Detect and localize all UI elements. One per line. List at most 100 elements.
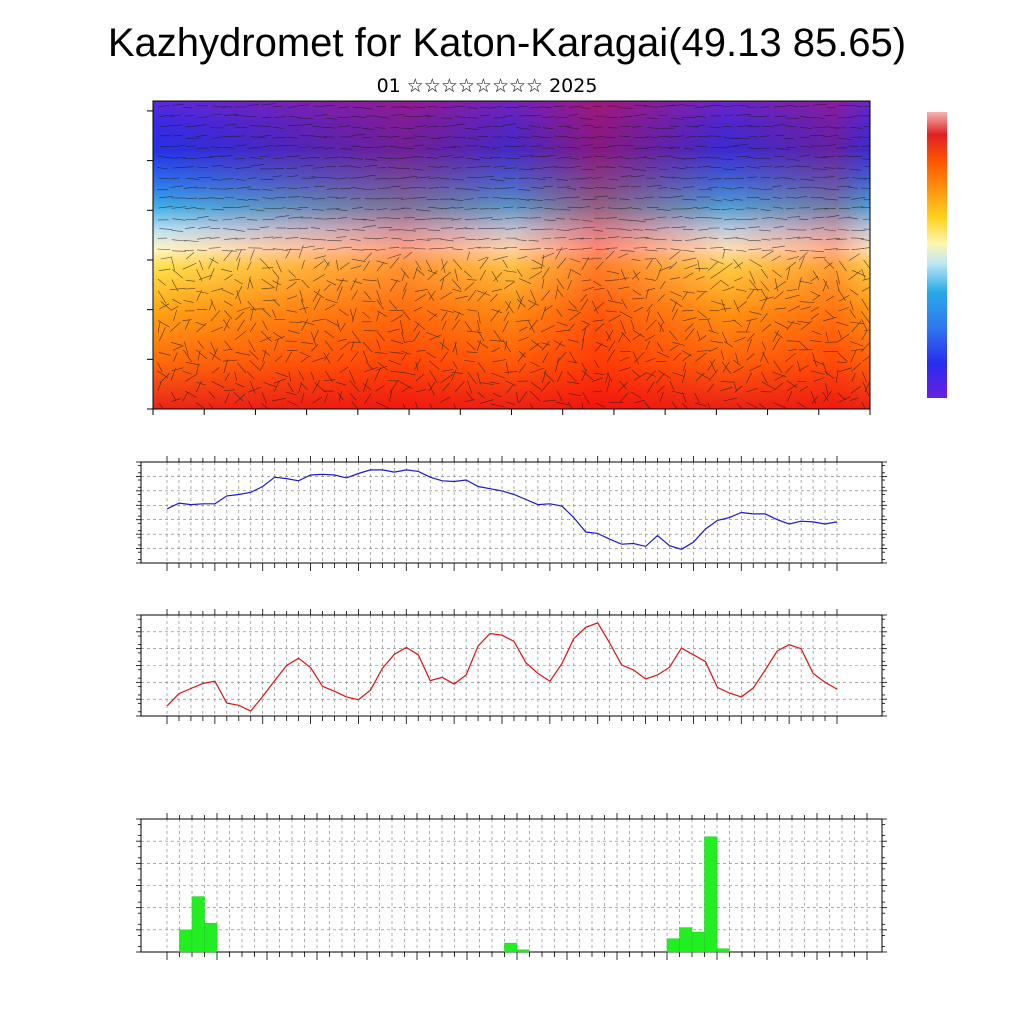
- wind-barb: [619, 356, 630, 362]
- wind-barb: [477, 329, 485, 342]
- wind-barb: [211, 179, 222, 181]
- wind-barb: [672, 390, 684, 395]
- wind-barb: [556, 208, 571, 211]
- wind-barb: [263, 145, 274, 147]
- wind-barb: [631, 297, 645, 300]
- wind-barb: [541, 254, 545, 270]
- wind-barb: [733, 366, 745, 373]
- precip-panel: [136, 813, 887, 960]
- wind-barb: [760, 351, 765, 363]
- wind-barb: [237, 319, 245, 332]
- wind-barb: [375, 177, 390, 180]
- colorbar-gradient: [927, 112, 947, 398]
- wind-barb: [208, 391, 216, 399]
- wind-barb: [272, 105, 283, 108]
- wind-barb: [222, 250, 237, 252]
- wind-barb: [250, 125, 261, 127]
- wind-barb: [812, 360, 825, 366]
- wind-barb: [748, 187, 762, 190]
- wind-barb: [774, 217, 788, 220]
- wind-barb: [479, 382, 494, 385]
- wind-barb: [733, 259, 742, 269]
- wind-barb: [604, 279, 620, 282]
- wind-barb: [247, 276, 251, 290]
- wind-barb: [529, 217, 542, 219]
- wind-barb: [721, 208, 734, 210]
- wind-barb: [775, 134, 785, 137]
- wind-barb: [351, 401, 359, 409]
- wind-barb: [428, 313, 438, 321]
- wind-barb: [568, 237, 584, 240]
- wind-barb: [272, 236, 283, 239]
- wind-barb: [157, 155, 173, 159]
- wind-barb: [672, 352, 682, 361]
- wind-barb: [787, 390, 793, 402]
- wind-barb: [863, 259, 870, 270]
- wind-barb: [851, 320, 862, 333]
- temp-panel: [136, 609, 887, 724]
- wind-barb: [517, 295, 524, 310]
- wind-barb: [468, 137, 479, 140]
- wind-barb: [351, 249, 364, 251]
- chart-title: Kazhydromet for Katon-Karagai(49.13 85.6…: [108, 21, 906, 65]
- wind-barb: [362, 341, 373, 352]
- wind-barb: [721, 187, 734, 190]
- wind-barb: [234, 393, 246, 404]
- wind-barb: [746, 338, 752, 352]
- wind-barb: [555, 341, 563, 351]
- wind-barb: [223, 124, 237, 126]
- wind-barb: [223, 319, 230, 329]
- wind-barb: [171, 258, 175, 271]
- wind-barb: [196, 309, 208, 311]
- wind-barb: [620, 320, 626, 334]
- wind-barb: [159, 125, 174, 127]
- wind-barb: [493, 272, 503, 282]
- wind-barb: [709, 126, 721, 128]
- wind-barb: [236, 186, 251, 189]
- wind-barb: [298, 104, 309, 106]
- wind-barb: [235, 382, 245, 388]
- wind-barb: [660, 146, 675, 149]
- wind-barb: [749, 311, 762, 315]
- wind-barb: [172, 124, 182, 127]
- wind-barb: [861, 239, 870, 241]
- wind-barb: [375, 145, 388, 148]
- wind-barb: [556, 390, 563, 402]
- wind-barb: [582, 198, 598, 201]
- wind-barb: [391, 237, 402, 240]
- wind-barb: [351, 290, 358, 301]
- wind-barb: [415, 114, 430, 118]
- wind-barb: [172, 167, 184, 169]
- wind-barb: [327, 240, 342, 242]
- wind-barb: [377, 361, 389, 371]
- wind-barb: [262, 320, 268, 331]
- wind-barb: [746, 388, 758, 393]
- wind-barb: [797, 237, 812, 239]
- wind-barb: [401, 106, 414, 109]
- wind-barb: [518, 363, 527, 373]
- wind-barb: [721, 299, 727, 313]
- wind-barb: [159, 303, 170, 310]
- wind-barb: [835, 369, 839, 383]
- wind-barb: [502, 339, 511, 353]
- wind-barb: [786, 228, 797, 231]
- wind-barb: [530, 361, 540, 367]
- wind-barb: [196, 380, 202, 393]
- wind-barb: [477, 391, 485, 399]
- wind-barb: [823, 316, 837, 322]
- wind-barb: [568, 393, 581, 397]
- wind-barb: [749, 270, 756, 285]
- wind-barb: [682, 291, 695, 294]
- wind-barb: [543, 371, 555, 383]
- wind-barb: [723, 228, 736, 230]
- wind-barb: [606, 270, 620, 274]
- wind-barb: [746, 353, 755, 361]
- wind-barb: [593, 155, 606, 158]
- wind-barb: [505, 136, 520, 139]
- wind-barb: [695, 115, 706, 118]
- wind-barb: [286, 227, 300, 229]
- wind-barb: [502, 259, 508, 269]
- wind-barb: [173, 309, 177, 321]
- wind-barb: [350, 166, 362, 168]
- wind-barb: [631, 391, 642, 399]
